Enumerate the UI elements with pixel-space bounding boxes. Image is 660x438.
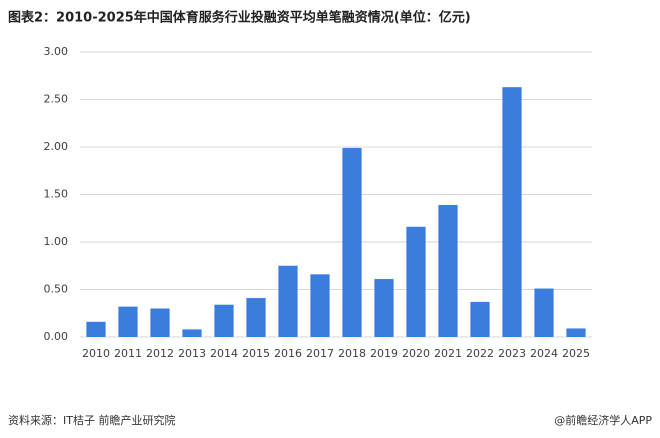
x-tick-label: 2013	[178, 347, 206, 360]
chart-title: 图表2：2010-2025年中国体育服务行业投融资平均单笔融资情况(单位：亿元)	[8, 10, 471, 26]
bar	[246, 298, 266, 337]
x-tick-label: 2021	[434, 347, 462, 360]
bar	[566, 328, 586, 337]
x-tick-label: 2018	[338, 347, 366, 360]
x-tick-label: 2014	[210, 347, 238, 360]
source-note: 资料来源：IT桔子 前瞻产业研究院	[8, 413, 175, 427]
bar	[86, 321, 106, 337]
y-tick-label: 2.00	[44, 140, 69, 153]
x-tick-label: 2017	[306, 347, 334, 360]
x-tick-label: 2022	[466, 347, 494, 360]
bar	[342, 147, 362, 337]
x-tick-label: 2019	[370, 347, 398, 360]
x-tick-label: 2015	[242, 347, 270, 360]
bar	[182, 329, 202, 337]
bar	[214, 304, 234, 337]
x-tick-label: 2025	[562, 347, 590, 360]
x-tick-label: 2020	[402, 347, 430, 360]
x-tick-label: 2010	[82, 347, 110, 360]
bar	[150, 308, 170, 337]
x-tick-label: 2016	[274, 347, 302, 360]
bar	[502, 87, 522, 338]
bar	[438, 204, 458, 337]
y-tick-label: 2.50	[44, 93, 69, 106]
y-tick-label: 1.50	[44, 188, 69, 201]
x-tick-label: 2023	[498, 347, 526, 360]
bar	[118, 306, 138, 337]
x-tick-label: 2024	[530, 347, 558, 360]
y-tick-label: 0.00	[44, 330, 69, 343]
x-tick-label: 2011	[114, 347, 142, 360]
y-tick-label: 0.50	[44, 283, 69, 296]
y-tick-label: 3.00	[44, 45, 69, 58]
bar	[374, 279, 394, 337]
bar	[470, 301, 490, 337]
x-tick-label: 2012	[146, 347, 174, 360]
bar	[406, 226, 426, 337]
y-tick-label: 1.00	[44, 235, 69, 248]
bar	[310, 274, 330, 337]
credit: @前瞻经济学人APP	[554, 413, 652, 427]
bar	[278, 265, 298, 337]
bar	[534, 288, 554, 337]
